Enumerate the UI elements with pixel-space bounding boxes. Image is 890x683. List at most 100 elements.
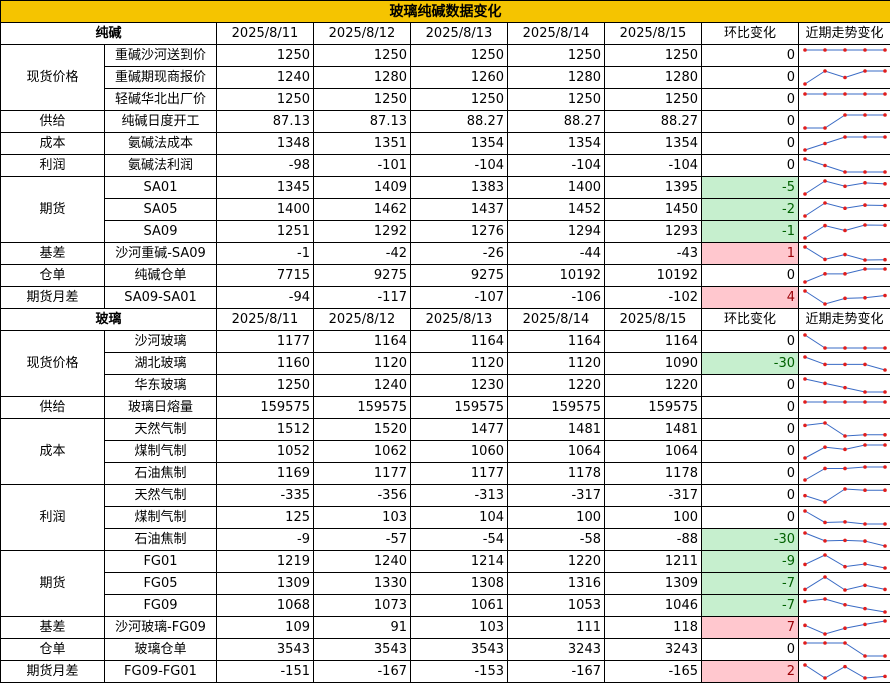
value-cell: 1240 [314, 375, 411, 397]
value-cell: -1 [217, 243, 314, 265]
sparkline-chart [799, 221, 890, 242]
item-label: 氨碱法利润 [105, 155, 217, 177]
sparkline-point [803, 400, 807, 404]
sparkline-point [843, 170, 847, 174]
change-cell: 0 [702, 419, 799, 441]
trend-cell [799, 595, 890, 617]
sparkline-chart [799, 419, 890, 440]
value-cell: 118 [605, 617, 702, 639]
trend-cell [799, 89, 890, 111]
change-cell: 0 [702, 463, 799, 485]
value-cell: 1345 [217, 177, 314, 199]
change-cell: 1 [702, 243, 799, 265]
sparkline-point [883, 92, 887, 96]
sparkline-point [863, 607, 867, 611]
value-cell: 1120 [411, 353, 508, 375]
value-cell: 1354 [605, 133, 702, 155]
value-cell: 1316 [508, 573, 605, 595]
value-cell: 1477 [411, 419, 508, 441]
sparkline-chart [799, 617, 890, 638]
trend-header: 近期走势变化 [799, 23, 890, 45]
trend-cell [799, 661, 890, 683]
item-label: 石油焦制 [105, 529, 217, 551]
value-cell: 87.13 [314, 111, 411, 133]
sparkline-line [805, 137, 885, 150]
value-cell: 1351 [314, 133, 411, 155]
sparkline-point [823, 400, 827, 404]
section-name: 玻璃 [1, 309, 217, 331]
sparkline-point [803, 509, 807, 513]
sparkline-point [823, 346, 827, 350]
item-label: 沙河重碱-SA09 [105, 243, 217, 265]
sparkline-chart [799, 397, 890, 418]
sparkline-point [883, 443, 887, 447]
sparkline-point [843, 603, 847, 607]
value-cell: 1250 [314, 89, 411, 111]
sparkline-point [803, 624, 807, 628]
change-cell: 0 [702, 265, 799, 287]
sparkline-point [803, 600, 807, 604]
sparkline-point [883, 135, 887, 139]
date-header: 2025/8/13 [411, 23, 508, 45]
change-cell: -5 [702, 177, 799, 199]
change-cell: 0 [702, 485, 799, 507]
value-cell: 1395 [605, 177, 702, 199]
item-label: 石油焦制 [105, 463, 217, 485]
value-cell: 91 [314, 617, 411, 639]
category-label: 供给 [1, 111, 105, 133]
sparkline-point [883, 619, 887, 623]
change-cell: 4 [702, 287, 799, 309]
item-label: 玻璃日熔量 [105, 397, 217, 419]
sparkline-point [883, 433, 887, 437]
value-cell: 111 [508, 617, 605, 639]
sparkline-point [843, 565, 847, 569]
sparkline-chart [799, 67, 890, 88]
trend-cell [799, 639, 890, 661]
value-cell: 1309 [217, 573, 314, 595]
sparkline-point [863, 522, 867, 526]
change-cell: 0 [702, 89, 799, 111]
value-cell: 9275 [411, 265, 508, 287]
sparkline-chart [799, 45, 890, 66]
sparkline-line [805, 489, 885, 502]
sparkline-point [803, 126, 807, 130]
sparkline-point [843, 92, 847, 96]
value-cell: 100 [605, 507, 702, 529]
value-cell: 103 [314, 507, 411, 529]
sparkline-point [843, 229, 847, 233]
category-label: 仓单 [1, 639, 105, 661]
value-cell: 88.27 [508, 111, 605, 133]
sparkline-point [883, 204, 887, 208]
date-header: 2025/8/11 [217, 23, 314, 45]
item-label: 煤制气制 [105, 507, 217, 529]
value-cell: 1052 [217, 441, 314, 463]
trend-cell [799, 243, 890, 265]
value-cell: 1280 [314, 67, 411, 89]
sparkline-point [863, 400, 867, 404]
sparkline-point [803, 663, 807, 667]
sparkline-point [823, 676, 827, 680]
change-cell: -30 [702, 353, 799, 375]
sparkline-point [803, 280, 807, 284]
sparkline-point [823, 142, 827, 146]
value-cell: 1520 [314, 419, 411, 441]
value-cell: 1294 [508, 221, 605, 243]
sparkline-point [823, 597, 827, 601]
sparkline-line [805, 423, 885, 436]
change-cell: 0 [702, 133, 799, 155]
sparkline-point [883, 566, 887, 570]
value-cell: 1308 [411, 573, 508, 595]
change-cell: 0 [702, 375, 799, 397]
trend-cell [799, 485, 890, 507]
sparkline-point [823, 224, 827, 228]
sparkline-point [823, 500, 827, 504]
sparkline-point [823, 421, 827, 425]
value-cell: 1219 [217, 551, 314, 573]
sparkline-point [883, 675, 887, 679]
sparkline-point [843, 113, 847, 117]
